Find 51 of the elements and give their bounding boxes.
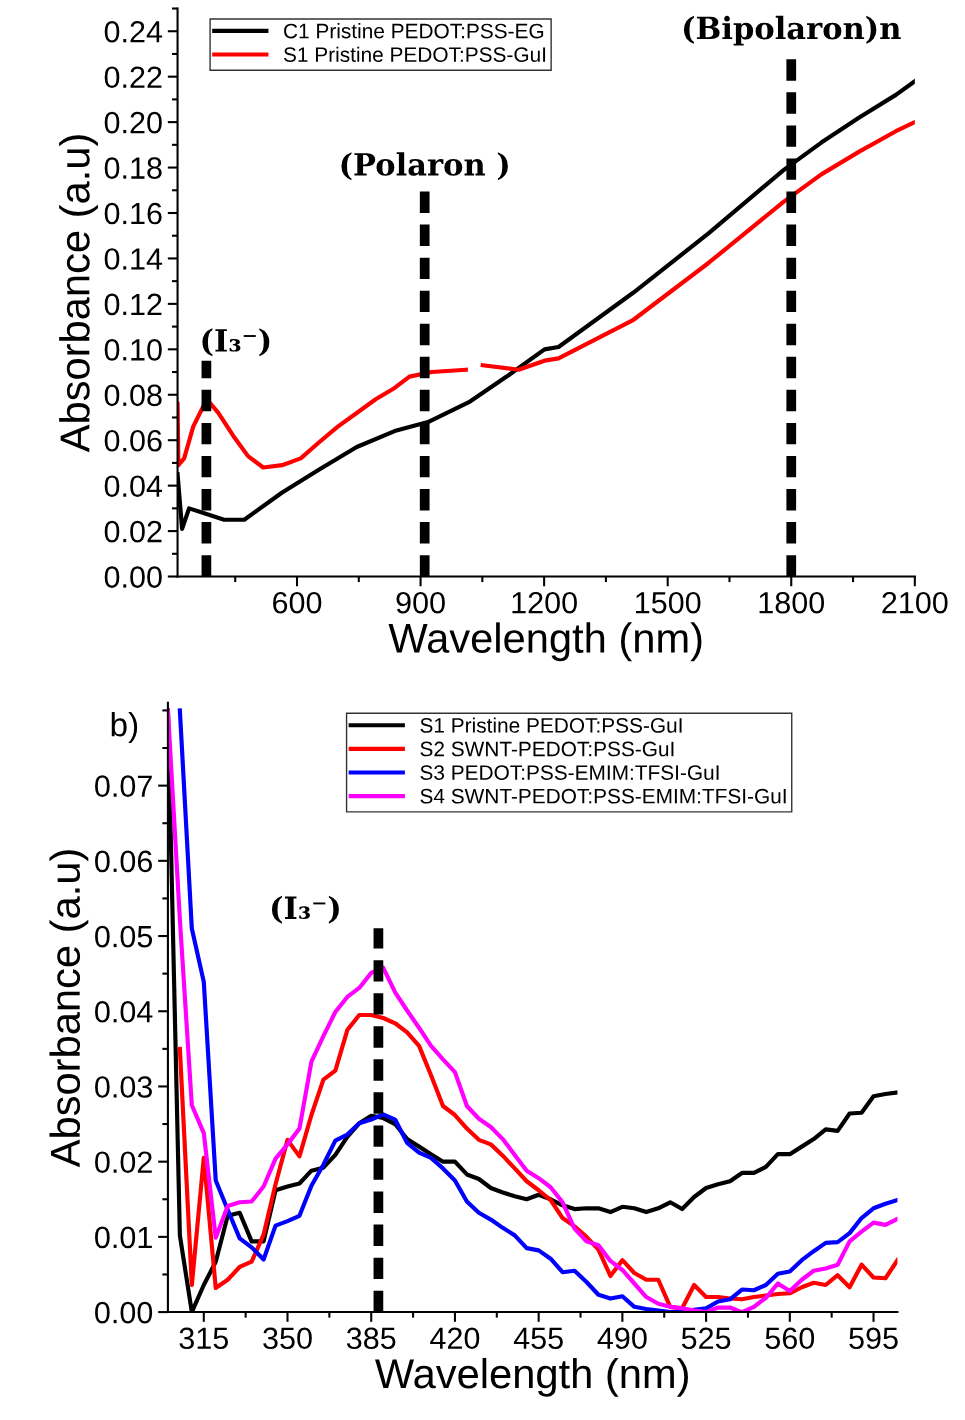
y-tick-label: 0.14 xyxy=(104,248,163,270)
x-tick-label: 560 xyxy=(765,1327,815,1350)
y-tick-label: 0.18 xyxy=(104,157,162,179)
x-axis-title: Wavelength (nm) xyxy=(388,622,702,662)
y-tick-label: 0.10 xyxy=(104,339,162,361)
y-tick-label: 0.00 xyxy=(95,1301,153,1324)
x-tick-label: 385 xyxy=(346,1327,396,1350)
x-tick-label: 420 xyxy=(430,1327,480,1350)
x-tick-label: 525 xyxy=(681,1327,731,1350)
legend-label: S4 SWNT-PEDOT:PSS-EMIM:TFSI-GuI xyxy=(420,788,786,804)
x-tick-label: 1200 xyxy=(512,591,577,614)
x-tick-label: 900 xyxy=(396,591,445,614)
x-axis-title: Wavelength (nm) xyxy=(375,1357,688,1397)
y-tick-label: 0.01 xyxy=(95,1226,152,1249)
y-tick-label: 0.02 xyxy=(104,520,162,543)
legend-label: S3 PEDOT:PSS-EMIM:TFSI-GuI xyxy=(420,765,719,780)
ref-line-label: (Bipolaron)n xyxy=(683,15,901,46)
y-axis-title: Absorbance (a.u) xyxy=(59,135,98,453)
y-tick-label: 0.08 xyxy=(104,384,162,407)
ref-line-label: (I₃⁻) xyxy=(271,895,339,924)
y-tick-label: 0.12 xyxy=(104,293,162,316)
x-tick-label: 455 xyxy=(513,1327,563,1350)
text: b) xyxy=(111,712,138,744)
x-tick-label: 600 xyxy=(273,591,322,614)
x-tick-label: 595 xyxy=(849,1327,898,1350)
x-tick-label: 490 xyxy=(597,1327,647,1350)
y-tick-label: 0.03 xyxy=(95,1076,152,1098)
legend-label: S1 Pristine PEDOT:PSS-GuI xyxy=(420,717,682,733)
x-tick-label: 350 xyxy=(263,1327,312,1350)
y-tick-label: 0.24 xyxy=(104,20,163,43)
x-tick-label: 315 xyxy=(179,1327,228,1350)
y-tick-label: 0.05 xyxy=(95,925,153,948)
y-tick-label: 0.00 xyxy=(104,566,162,588)
y-tick-label: 0.02 xyxy=(95,1151,152,1174)
y-tick-label: 0.22 xyxy=(104,66,162,89)
y-tick-label: 0.06 xyxy=(104,429,162,452)
legend-label: C1 Pristine PEDOT:PSS-EG xyxy=(284,23,544,39)
x-tick-label: 2100 xyxy=(882,591,948,614)
legend-label: S1 Pristine PEDOT:PSS-GuI xyxy=(283,46,546,62)
y-tick-label: 0.07 xyxy=(95,775,152,797)
x-tick-label: 1500 xyxy=(636,591,701,614)
y-tick-label: 0.06 xyxy=(95,850,152,873)
legend-label: S2 SWNT-PEDOT:PSS-GuI xyxy=(420,741,674,757)
x-tick-label: 1800 xyxy=(759,591,825,614)
y-tick-label: 0.04 xyxy=(95,1000,153,1023)
y-axis-title: Absorbance (a.u) xyxy=(49,850,89,1168)
y-tick-label: 0.16 xyxy=(104,202,162,225)
ref-line-label: (I₃⁻) xyxy=(202,328,270,357)
ref-line-label: (Polaron ) xyxy=(341,152,508,181)
y-tick-label: 0.04 xyxy=(104,475,163,498)
y-tick-label: 0.20 xyxy=(104,111,162,134)
